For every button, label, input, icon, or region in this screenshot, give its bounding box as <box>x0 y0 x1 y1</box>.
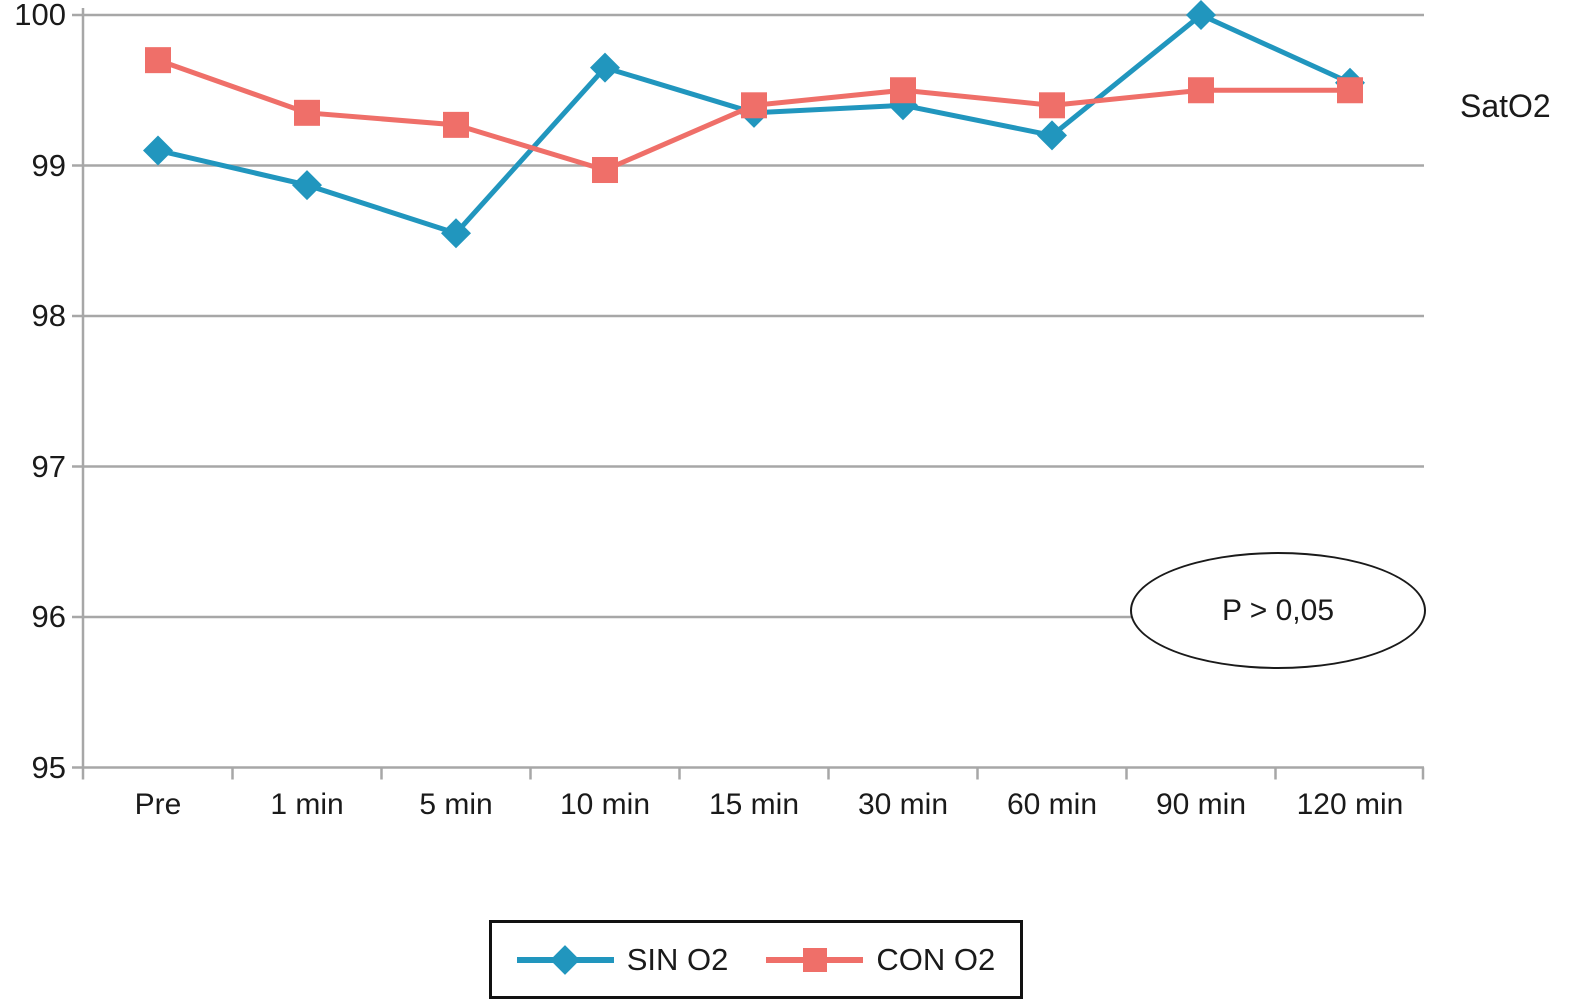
data-point-square-con-o2 <box>890 77 916 104</box>
diamond-marker-icon <box>550 944 581 975</box>
y-axis-tick-label: 96 <box>31 599 66 634</box>
x-axis-tick-label: Pre <box>134 788 182 821</box>
y-axis-tick-label: 95 <box>31 749 66 785</box>
sin-o2-line-sample <box>516 944 614 975</box>
data-point-diamond-sin-o2 <box>292 170 322 201</box>
data-point-square-con-o2 <box>443 111 469 138</box>
y-axis-tick-label: 97 <box>31 448 66 484</box>
x-axis-tick-label: 120 min <box>1296 788 1404 821</box>
x-axis-tick-label: 60 min <box>1006 788 1098 821</box>
legend-item-sin-o2: SIN O2 <box>516 941 729 978</box>
x-axis-tick-label: 5 min <box>419 788 493 821</box>
x-axis-tick-label: 90 min <box>1155 788 1247 821</box>
data-point-diamond-sin-o2 <box>1186 0 1216 30</box>
data-point-diamond-sin-o2 <box>1037 120 1067 151</box>
data-point-square-con-o2 <box>1337 77 1363 104</box>
legend-item-con-o2: CON O2 <box>766 942 995 978</box>
data-point-diamond-sin-o2 <box>143 135 173 166</box>
legend-label-con-o2: CON O2 <box>876 941 996 977</box>
square-marker-icon <box>802 947 827 972</box>
pvalue-annotation-ellipse: P > 0,05 <box>1130 552 1426 669</box>
x-axis-tick-label: 1 min <box>270 788 344 821</box>
y-axis-tick-label: 100 <box>14 0 66 32</box>
x-axis-tick-label: 15 min <box>708 788 800 821</box>
axis-title-sato2: SatO2 <box>1460 88 1551 124</box>
data-point-square-con-o2 <box>592 157 618 184</box>
data-point-square-con-o2 <box>1039 92 1065 119</box>
x-axis-tick-label: 10 min <box>559 788 651 821</box>
y-axis-tick-label: 98 <box>31 298 66 333</box>
data-point-diamond-sin-o2 <box>441 218 471 249</box>
pvalue-annotation-text: P > 0,05 <box>1221 593 1335 627</box>
y-axis-tick-label: 99 <box>31 147 66 183</box>
data-point-diamond-sin-o2 <box>590 52 620 83</box>
x-axis-tick-label: 30 min <box>857 788 949 821</box>
data-point-square-con-o2 <box>1188 77 1214 104</box>
con-o2-line-sample <box>766 947 864 972</box>
legend-label-sin-o2: SIN O2 <box>626 941 729 977</box>
data-point-square-con-o2 <box>741 92 767 119</box>
legend: SIN O2 CON O2 <box>489 920 1023 999</box>
data-point-square-con-o2 <box>145 47 171 74</box>
data-point-square-con-o2 <box>294 99 320 126</box>
